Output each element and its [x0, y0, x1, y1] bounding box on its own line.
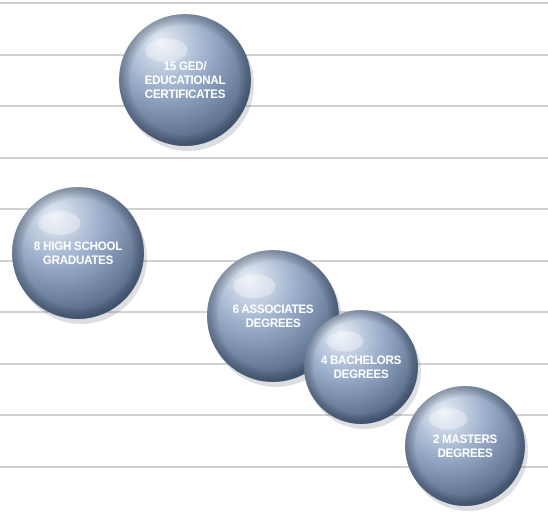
bubble-edge-shade: [405, 386, 525, 506]
bubble-label-line: 6 ASSOCIATES: [233, 304, 314, 316]
bubble-5: 2 MASTERS DEGREES: [405, 386, 528, 511]
bubble-highlight: [38, 211, 81, 236]
bubble-label-line: 8 HIGH SCHOOL: [34, 241, 122, 253]
bubble-4: 4 BACHELORS DEGREES: [304, 310, 421, 429]
bubble-3: 6 ASSOCIATES DEGREES: [207, 250, 342, 387]
bubble-1: 15 GED/EDUCATIONAL CERTIFICATES: [119, 14, 254, 151]
bubble-edge-shade: [119, 14, 251, 146]
bubble-label: 4 BACHELORS DEGREES: [321, 355, 402, 381]
bubble-label-line: DEGREES: [246, 318, 301, 330]
bubble-label: 2 MASTERS DEGREES: [433, 434, 498, 460]
bubble-highlight: [145, 38, 188, 63]
bubble-label: 15 GED/EDUCATIONAL CERTIFICATES: [145, 61, 226, 101]
bubble-label: 8 HIGH SCHOOL GRADUATES: [34, 241, 122, 267]
bubbles: 15 GED/EDUCATIONAL CERTIFICATES 8 HIGH SCH…: [12, 14, 528, 511]
bubble-highlight: [326, 331, 364, 352]
bubble-label-line: EDUCATIONAL: [145, 75, 226, 87]
bubble-edge-shade: [207, 250, 339, 382]
bubble-label-line: CERTIFICATES: [145, 89, 226, 101]
bubble-label-line: GRADUATES: [43, 255, 114, 267]
bubble-highlight: [429, 408, 468, 430]
bubble-edge-shade: [304, 310, 418, 424]
bubble-label-line: 4 BACHELORS: [321, 355, 402, 367]
bubble-edge-shade: [12, 187, 144, 319]
bubble-highlight: [233, 274, 276, 299]
bubble-label-line: 15 GED/: [164, 61, 208, 73]
bubble-label-line: 2 MASTERS: [433, 434, 498, 446]
bubble-2: 8 HIGH SCHOOL GRADUATES: [12, 187, 147, 324]
bubble-label-line: DEGREES: [334, 369, 389, 381]
bubble-label: 6 ASSOCIATES DEGREES: [233, 304, 314, 330]
bubble-label-line: DEGREES: [438, 448, 493, 460]
